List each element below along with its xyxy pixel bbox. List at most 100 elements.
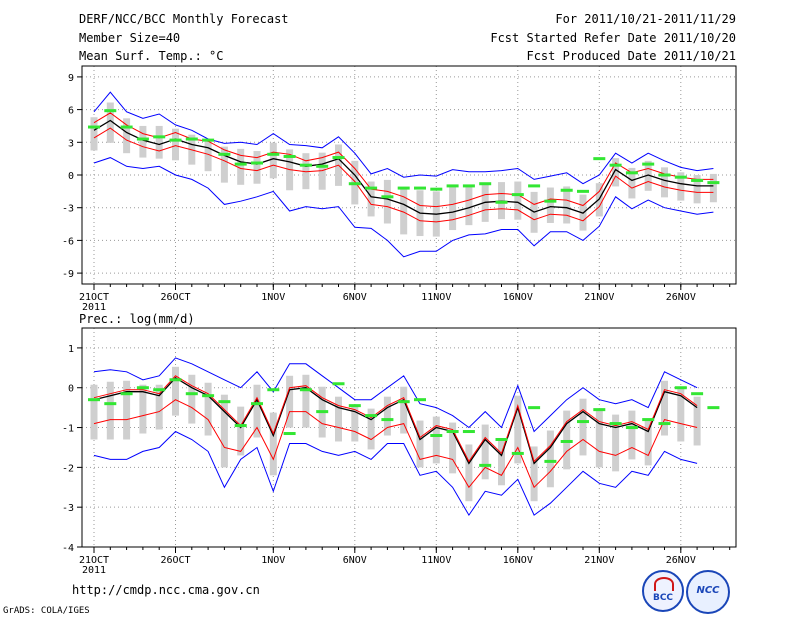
y-tick-label: -9 [62,269,74,280]
observed-marker [185,137,198,141]
x-tick-label: 21NOV [584,555,614,566]
observed-marker [462,184,475,188]
observed-marker [658,173,671,177]
header-right-3: Fcst Produced Date 2011/10/21 [526,49,736,63]
spread-bar [286,375,294,428]
observed-marker [511,193,524,197]
observed-marker [299,163,312,167]
spread-bar [90,117,98,151]
observed-marker [348,404,361,408]
observed-marker [479,463,492,467]
observed-marker [365,414,378,418]
observed-marker [283,154,296,158]
spread-bar [90,384,98,440]
y-tick-label: -1 [62,424,74,435]
observed-marker [707,406,720,410]
spread-bar [351,404,359,442]
y-tick-label: 0 [68,384,74,395]
observed-marker [528,406,541,410]
observed-marker [267,388,280,392]
spread-bar [661,380,668,436]
observed-marker [348,182,361,186]
observed-marker [218,152,231,156]
ncc-logo-text: NCC [696,585,720,596]
spread-bar [465,185,473,226]
observed-marker [609,422,622,426]
series-ensemble-mean [93,376,698,465]
observed-marker [446,184,459,188]
observed-marker [577,189,589,193]
plot-frame [81,65,737,285]
spread-bar [709,173,717,203]
series-ensemble-mean [93,119,714,215]
spread-bar [677,172,685,201]
observed-marker [560,439,573,443]
spread-bar [220,394,228,468]
spread-bar [514,395,522,464]
spread-bar [204,382,212,436]
spread-bar [269,412,277,476]
spread-bar [253,384,261,438]
spread-bar [449,422,457,474]
series-lower-spread [93,399,698,489]
x-tick-label: 26OCT [160,292,190,303]
y-tick-label: 1 [68,344,74,355]
observed-marker [430,187,443,191]
observed-marker [104,402,117,406]
spread-bar [563,186,571,224]
series-lower-quantile [93,430,698,517]
spread-bar [253,151,261,184]
observed-marker [332,382,345,386]
spread-bar [432,416,440,464]
x-tick-label: 21NOV [584,292,614,303]
observed-marker [495,437,508,441]
spread-bar [123,380,131,440]
observed-marker [625,171,638,175]
header-right-1: For 2011/10/21-2011/11/29 [555,12,736,26]
observed-marker [560,188,573,192]
observed-marker [593,157,606,161]
y-tick-label: 0 [68,171,74,182]
spread-bar [155,384,163,430]
spread-bar [644,160,652,191]
spread-bar [335,396,342,442]
y-tick-label: 3 [68,138,74,149]
header-right-2: Fcst Started Refer Date 2011/10/20 [490,31,736,45]
spread-bar [383,179,391,224]
x-tick-label: 16NOV [503,292,533,303]
observed-marker [202,138,215,142]
x-tick-label: 26NOV [666,292,696,303]
x-tick-label: 1NOV [261,555,285,566]
observed-marker [593,408,606,412]
x-year-label: 2011 [82,565,106,576]
observed-marker [511,451,524,455]
spread-bar [237,148,245,185]
y-tick-label: -4 [62,543,74,554]
spread-bar [514,181,522,220]
observed-marker [234,162,247,166]
observed-marker [316,164,329,168]
observed-marker [185,392,198,396]
observed-marker [365,186,378,190]
spread-bar [172,366,179,416]
spread-bar [400,386,408,434]
y-tick-label: -2 [62,463,74,474]
spread-bar [677,386,685,442]
spread-bar [693,175,701,204]
spread-bar [269,142,277,179]
x-tick-label: 16NOV [503,555,533,566]
spread-bar [612,414,620,472]
observed-marker [544,459,557,463]
observed-marker [169,138,182,142]
observed-marker [104,109,117,113]
observed-marker [251,402,263,406]
observed-marker [691,392,704,396]
x-tick-label: 21OCT [79,555,109,566]
bcc-emblem-icon [654,577,674,591]
spread-bar [465,444,473,502]
observed-marker [332,156,345,160]
spread-bar [318,152,326,190]
header-line-2: Member Size=40 [79,31,181,45]
header-line-3: Mean Surf. Temp.: °C [79,49,224,63]
